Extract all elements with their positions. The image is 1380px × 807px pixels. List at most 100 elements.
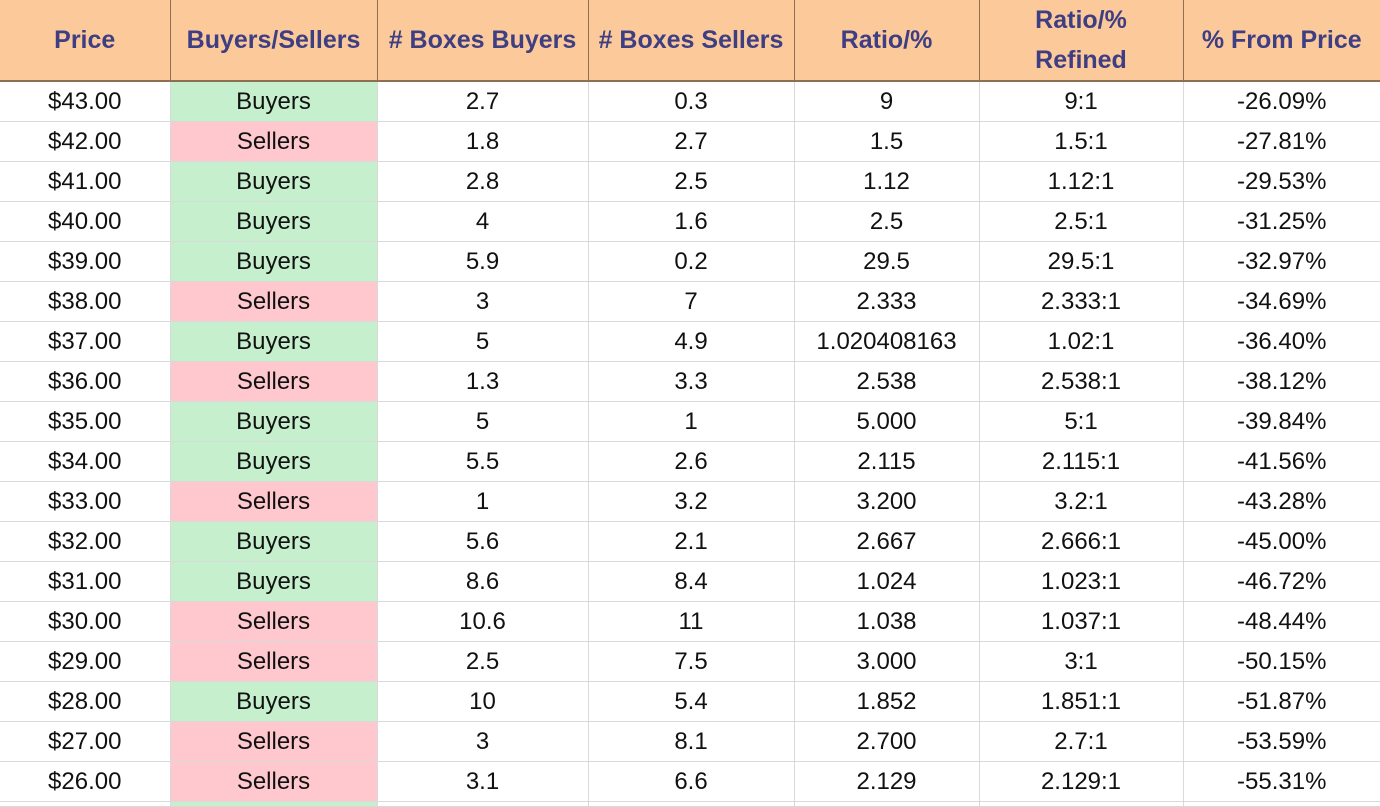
from-price-cell[interactable]: -31.25% (1183, 201, 1380, 242)
side-cell[interactable]: Sellers (170, 641, 378, 682)
boxes-sellers-cell[interactable]: 2.7 (588, 121, 795, 162)
header-buyers-sellers[interactable]: Buyers/Sellers (170, 0, 378, 82)
ratio-refined-cell[interactable]: 3:1 (979, 641, 1184, 682)
price-cell[interactable]: $35.00 (0, 401, 171, 442)
from-price-cell[interactable]: -45.00% (1183, 521, 1380, 562)
boxes-sellers-cell[interactable]: 1.6 (588, 201, 795, 242)
boxes-buyers-cell[interactable]: 2.5 (377, 641, 589, 682)
side-cell[interactable]: Sellers (170, 121, 378, 162)
ratio-cell[interactable]: 2.700 (794, 721, 980, 762)
boxes-buyers-cell[interactable]: 8.6 (377, 561, 589, 602)
side-cell[interactable]: Buyers (170, 401, 378, 442)
ratio-refined-cell[interactable]: 2.5:1 (979, 201, 1184, 242)
side-cell[interactable]: Buyers (170, 201, 378, 242)
ratio-cell[interactable]: 1.024 (794, 561, 980, 602)
from-price-cell[interactable]: -38.12% (1183, 361, 1380, 402)
ratio-cell[interactable]: 2.5 (794, 201, 980, 242)
boxes-sellers-cell[interactable]: 1 (588, 401, 795, 442)
boxes-buyers-cell[interactable]: 2.8 (377, 161, 589, 202)
price-cell[interactable]: $27.00 (0, 721, 171, 762)
boxes-sellers-cell[interactable]: 11 (588, 601, 795, 642)
from-price-cell[interactable]: -51.87% (1183, 681, 1380, 722)
from-price-cell[interactable]: -39.84% (1183, 401, 1380, 442)
boxes-buyers-cell[interactable]: 4 (377, 201, 589, 242)
ratio-cell[interactable]: 1.038 (794, 601, 980, 642)
boxes-buyers-cell[interactable]: 2.7 (377, 81, 589, 122)
price-cell[interactable]: $42.00 (0, 121, 171, 162)
from-price-cell[interactable]: -55.31% (1183, 761, 1380, 802)
price-cell[interactable]: $43.00 (0, 81, 171, 122)
ratio-refined-cell[interactable]: 29.5:1 (979, 241, 1184, 282)
side-cell[interactable]: Buyers (170, 241, 378, 282)
ratio-cell[interactable]: 1.852 (794, 681, 980, 722)
boxes-sellers-cell[interactable]: 2.5 (588, 161, 795, 202)
from-price-cell[interactable]: -46.72% (1183, 561, 1380, 602)
ratio-refined-cell[interactable]: 1.12:1 (979, 161, 1184, 202)
price-cell[interactable]: $39.00 (0, 241, 171, 282)
boxes-sellers-cell[interactable]: 8.1 (588, 721, 795, 762)
from-price-cell[interactable]: -29.53% (1183, 161, 1380, 202)
price-cell[interactable]: $41.00 (0, 161, 171, 202)
header-ratio-refined[interactable]: Ratio/% Refined (979, 0, 1184, 82)
boxes-sellers-cell[interactable]: 6.6 (588, 761, 795, 802)
header-boxes-sellers[interactable]: # Boxes Sellers (588, 0, 795, 82)
boxes-sellers-cell[interactable]: 3.3 (588, 361, 795, 402)
price-cell[interactable]: $34.00 (0, 441, 171, 482)
boxes-buyers-cell[interactable]: 5.9 (377, 241, 589, 282)
boxes-sellers-cell[interactable]: 0.3 (588, 81, 795, 122)
price-cell[interactable]: $37.00 (0, 321, 171, 362)
boxes-buyers-cell[interactable]: 5.5 (377, 441, 589, 482)
ratio-refined-cell[interactable]: 2.666:1 (979, 521, 1184, 562)
ratio-refined-cell[interactable]: 9:1 (979, 81, 1184, 122)
side-cell[interactable]: Buyers (170, 161, 378, 202)
ratio-cell[interactable]: 3.200 (794, 481, 980, 522)
boxes-sellers-cell[interactable]: 7.5 (588, 641, 795, 682)
price-cell[interactable]: $29.00 (0, 641, 171, 682)
ratio-refined-cell[interactable]: 1.023:1 (979, 561, 1184, 602)
price-cell[interactable]: $31.00 (0, 561, 171, 602)
header-from-price[interactable]: % From Price (1183, 0, 1380, 82)
ratio-cell[interactable]: 5.000 (794, 401, 980, 442)
boxes-buyers-cell[interactable]: 5 (377, 401, 589, 442)
boxes-sellers-cell[interactable]: 4.9 (588, 321, 795, 362)
from-price-cell[interactable]: -43.28% (1183, 481, 1380, 522)
boxes-buyers-cell[interactable]: 5 (377, 321, 589, 362)
boxes-buyers-cell[interactable]: 3.1 (377, 761, 589, 802)
boxes-buyers-cell[interactable]: 10.6 (377, 601, 589, 642)
from-price-cell[interactable]: -34.69% (1183, 281, 1380, 322)
side-cell[interactable]: Sellers (170, 761, 378, 802)
boxes-buyers-cell[interactable]: 1.8 (377, 121, 589, 162)
price-cell[interactable]: $40.00 (0, 201, 171, 242)
ratio-refined-cell[interactable]: 3.2:1 (979, 481, 1184, 522)
from-price-cell[interactable]: -48.44% (1183, 601, 1380, 642)
side-cell[interactable]: Sellers (170, 721, 378, 762)
from-price-cell[interactable]: -27.81% (1183, 121, 1380, 162)
ratio-refined-cell[interactable]: 2.333:1 (979, 281, 1184, 322)
ratio-refined-cell[interactable]: 5:1 (979, 401, 1184, 442)
side-cell[interactable]: Sellers (170, 281, 378, 322)
boxes-buyers-cell[interactable]: 3 (377, 281, 589, 322)
from-price-cell[interactable]: -36.40% (1183, 321, 1380, 362)
from-price-cell[interactable]: -41.56% (1183, 441, 1380, 482)
boxes-sellers-cell[interactable]: 5.4 (588, 681, 795, 722)
boxes-sellers-cell[interactable]: 3.2 (588, 481, 795, 522)
price-cell[interactable]: $38.00 (0, 281, 171, 322)
ratio-cell[interactable]: 2.115 (794, 441, 980, 482)
from-price-cell[interactable]: -50.15% (1183, 641, 1380, 682)
side-cell[interactable]: Buyers (170, 561, 378, 602)
boxes-buyers-cell[interactable]: 1.3 (377, 361, 589, 402)
from-price-cell[interactable]: -53.59% (1183, 721, 1380, 762)
price-cell[interactable]: $28.00 (0, 681, 171, 722)
boxes-sellers-cell[interactable]: 7 (588, 281, 795, 322)
ratio-refined-cell[interactable]: 1.037:1 (979, 601, 1184, 642)
ratio-cell[interactable]: 1.020408163 (794, 321, 980, 362)
ratio-refined-cell[interactable]: 2.7:1 (979, 721, 1184, 762)
ratio-cell[interactable]: 2.129 (794, 761, 980, 802)
ratio-cell[interactable]: 9 (794, 81, 980, 122)
ratio-refined-cell[interactable]: 2.538:1 (979, 361, 1184, 402)
from-price-cell[interactable]: -32.97% (1183, 241, 1380, 282)
side-cell[interactable]: Buyers (170, 81, 378, 122)
ratio-refined-cell[interactable]: 2.129:1 (979, 761, 1184, 802)
boxes-buyers-cell[interactable]: 1 (377, 481, 589, 522)
price-cell[interactable]: $33.00 (0, 481, 171, 522)
